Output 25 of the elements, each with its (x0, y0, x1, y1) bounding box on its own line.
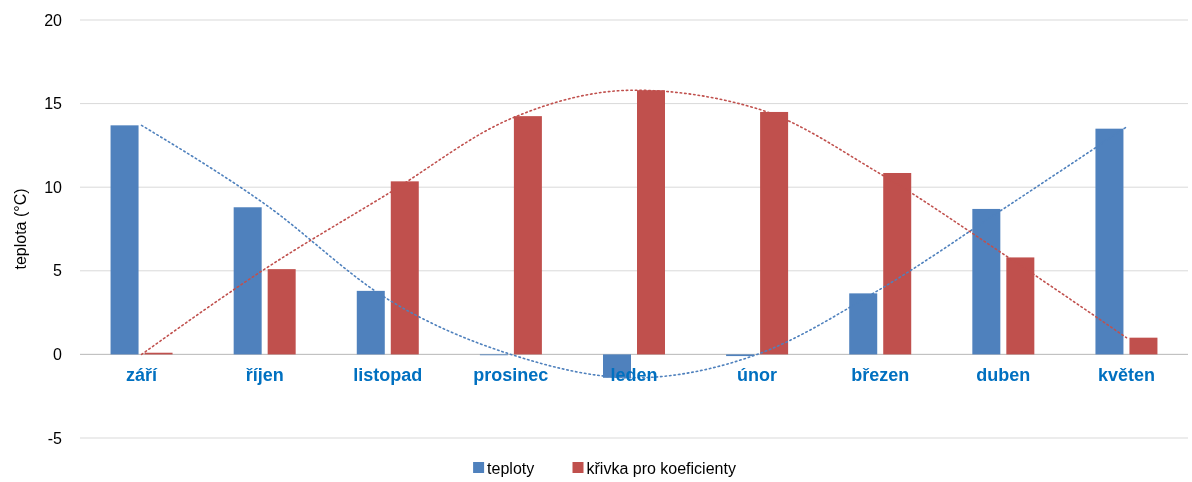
x-tick-label: září (126, 365, 159, 386)
y-tick-label: 20 (44, 11, 63, 29)
legend-label: teploty (487, 460, 535, 477)
bar (1129, 337, 1158, 355)
x-tick-label: prosinec (473, 365, 549, 386)
y-tick-label: 15 (44, 95, 63, 113)
x-tick-label: listopad (353, 365, 423, 386)
y-tick-label: -5 (47, 429, 63, 447)
y-tick-label: 5 (53, 262, 63, 280)
bar (110, 125, 139, 355)
y-axis-title: teplota (°C) (12, 188, 29, 270)
legend-label: křivka pro koeficienty (586, 460, 736, 477)
bar (233, 207, 262, 355)
bar (356, 290, 385, 355)
x-tick-label: květen (1097, 365, 1155, 386)
y-tick-label: 10 (44, 178, 63, 196)
bar (849, 293, 878, 355)
bar (1095, 128, 1124, 355)
x-tick-label: říjen (245, 365, 284, 386)
x-tick-label: březen (851, 365, 910, 386)
y-tick-label: 0 (53, 346, 63, 363)
x-tick-label: duben (976, 365, 1031, 386)
x-tick-label: únor (737, 365, 778, 386)
bar (972, 208, 1001, 355)
line-series (140, 89, 1128, 356)
